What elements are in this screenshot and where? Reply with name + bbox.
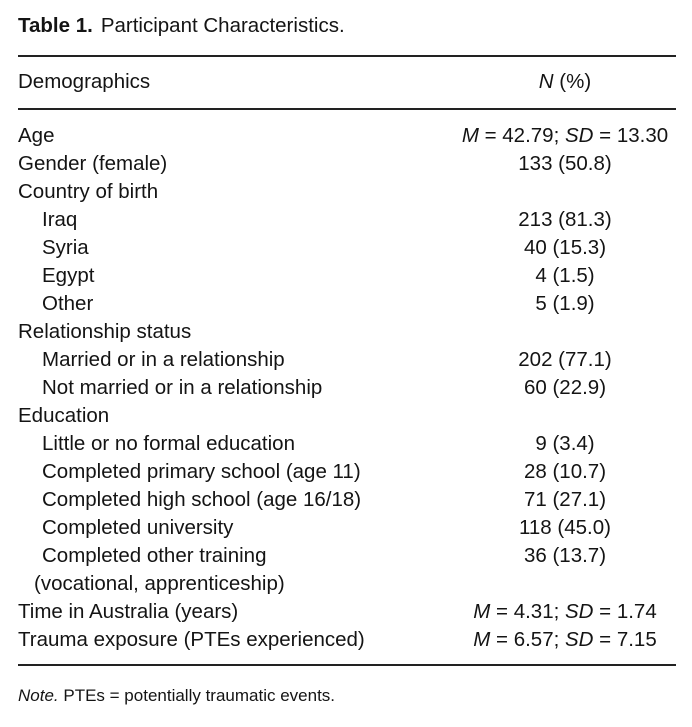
table-row: Syria 40 (15.3) (0, 236, 692, 264)
row-label: (vocational, apprenticeship) (34, 572, 285, 595)
row-label: Gender (female) (18, 152, 168, 175)
table-row: Time in Australia (years) M = 4.31; SD =… (0, 600, 692, 628)
table-caption: Table 1. Participant Characteristics. (18, 14, 345, 38)
row-value: 4 (1.5) (535, 264, 595, 287)
table-row: Little or no formal education 9 (3.4) (0, 432, 692, 460)
table-row: Completed primary school (age 11) 28 (10… (0, 460, 692, 488)
row-label: Age (18, 124, 55, 147)
row-label: Egypt (42, 264, 95, 287)
row-label: Completed other training (42, 544, 267, 567)
table-row: Completed other training 36 (13.7) (0, 544, 692, 572)
bottom-rule (18, 664, 676, 666)
row-label: Completed university (42, 516, 234, 539)
table-number: Table 1. (18, 14, 93, 37)
row-value: 213 (81.3) (518, 208, 612, 231)
table-row: Not married or in a relationship 60 (22.… (0, 376, 692, 404)
header-rule (18, 108, 676, 110)
note-text: PTEs = potentially traumatic events. (63, 686, 336, 705)
table-row: Iraq 213 (81.3) (0, 208, 692, 236)
row-value: 9 (3.4) (535, 432, 595, 455)
column-header-n-percent: N (%) (538, 70, 592, 93)
table-note: Note. PTEs = potentially traumatic event… (18, 686, 335, 706)
row-label: Education (18, 404, 110, 427)
table-row: (vocational, apprenticeship) (0, 572, 692, 600)
table-row: Other 5 (1.9) (0, 292, 692, 320)
row-label: Country of birth (18, 180, 159, 203)
row-label: Time in Australia (years) (18, 600, 239, 623)
row-label: Relationship status (18, 320, 192, 343)
row-value: 36 (13.7) (523, 544, 607, 567)
row-label: Syria (42, 236, 89, 259)
row-value: 40 (15.3) (523, 236, 607, 259)
row-label: Little or no formal education (42, 432, 295, 455)
row-label: Iraq (42, 208, 78, 231)
row-value: 118 (45.0) (519, 516, 611, 539)
table-row: Relationship status (0, 320, 692, 348)
row-label: Not married or in a relationship (42, 376, 323, 399)
row-label: Other (42, 292, 94, 315)
row-label: Trauma exposure (PTEs experienced) (18, 628, 365, 651)
row-value: 71 (27.1) (523, 488, 607, 511)
column-header-demographics: Demographics (18, 70, 151, 93)
note-label: Note. (18, 686, 59, 705)
row-label: Married or in a relationship (42, 348, 285, 371)
table-row: Egypt 4 (1.5) (0, 264, 692, 292)
row-value: 5 (1.9) (535, 292, 595, 315)
table-row: Education (0, 404, 692, 432)
table-title: Participant Characteristics. (100, 14, 345, 37)
row-value: M = 4.31; SD = 1.74 (473, 600, 657, 623)
row-value: 133 (50.8) (518, 152, 612, 175)
top-rule (18, 55, 676, 57)
table-row: Completed high school (age 16/18) 71 (27… (0, 488, 692, 516)
table-row: Completed university 118 (45.0) (0, 516, 692, 544)
row-label: Completed high school (age 16/18) (42, 488, 362, 511)
row-value: M = 6.57; SD = 7.15 (473, 628, 657, 651)
row-value: 28 (10.7) (523, 460, 607, 483)
row-value: M = 42.79; SD = 13.30 (461, 124, 669, 147)
row-value: 60 (22.9) (523, 376, 607, 399)
table-row: Age M = 42.79; SD = 13.30 (0, 124, 692, 152)
table-row: Married or in a relationship 202 (77.1) (0, 348, 692, 376)
table-row: Country of birth (0, 180, 692, 208)
row-value: 202 (77.1) (518, 348, 612, 371)
table-row: Trauma exposure (PTEs experienced) M = 6… (0, 628, 692, 656)
table-row: Gender (female) 133 (50.8) (0, 152, 692, 180)
row-label: Completed primary school (age 11) (42, 460, 361, 483)
